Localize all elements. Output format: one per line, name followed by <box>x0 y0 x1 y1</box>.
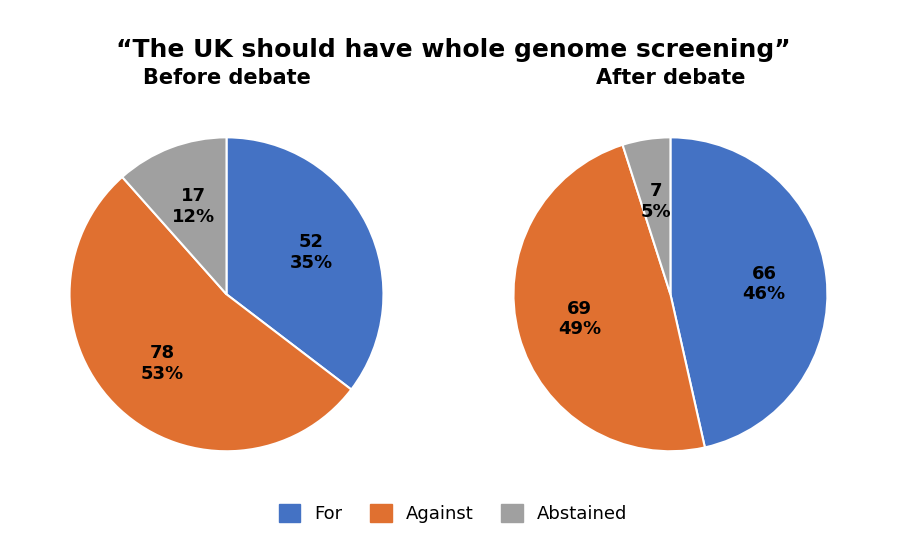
Text: 69
49%: 69 49% <box>558 300 601 338</box>
Title: Before debate: Before debate <box>142 68 311 88</box>
Wedge shape <box>514 145 705 451</box>
Title: After debate: After debate <box>595 68 746 88</box>
Text: 52
35%: 52 35% <box>289 233 333 272</box>
Wedge shape <box>226 137 383 390</box>
Text: 66
46%: 66 46% <box>743 264 786 304</box>
Wedge shape <box>622 137 670 294</box>
Wedge shape <box>122 137 226 294</box>
Legend: For, Against, Abstained: For, Against, Abstained <box>272 496 634 530</box>
Text: 78
53%: 78 53% <box>140 344 184 383</box>
Wedge shape <box>670 137 827 447</box>
Text: “The UK should have whole genome screening”: “The UK should have whole genome screeni… <box>116 38 790 62</box>
Wedge shape <box>70 177 352 451</box>
Text: 17
12%: 17 12% <box>171 187 215 226</box>
Text: 7
5%: 7 5% <box>641 182 671 221</box>
